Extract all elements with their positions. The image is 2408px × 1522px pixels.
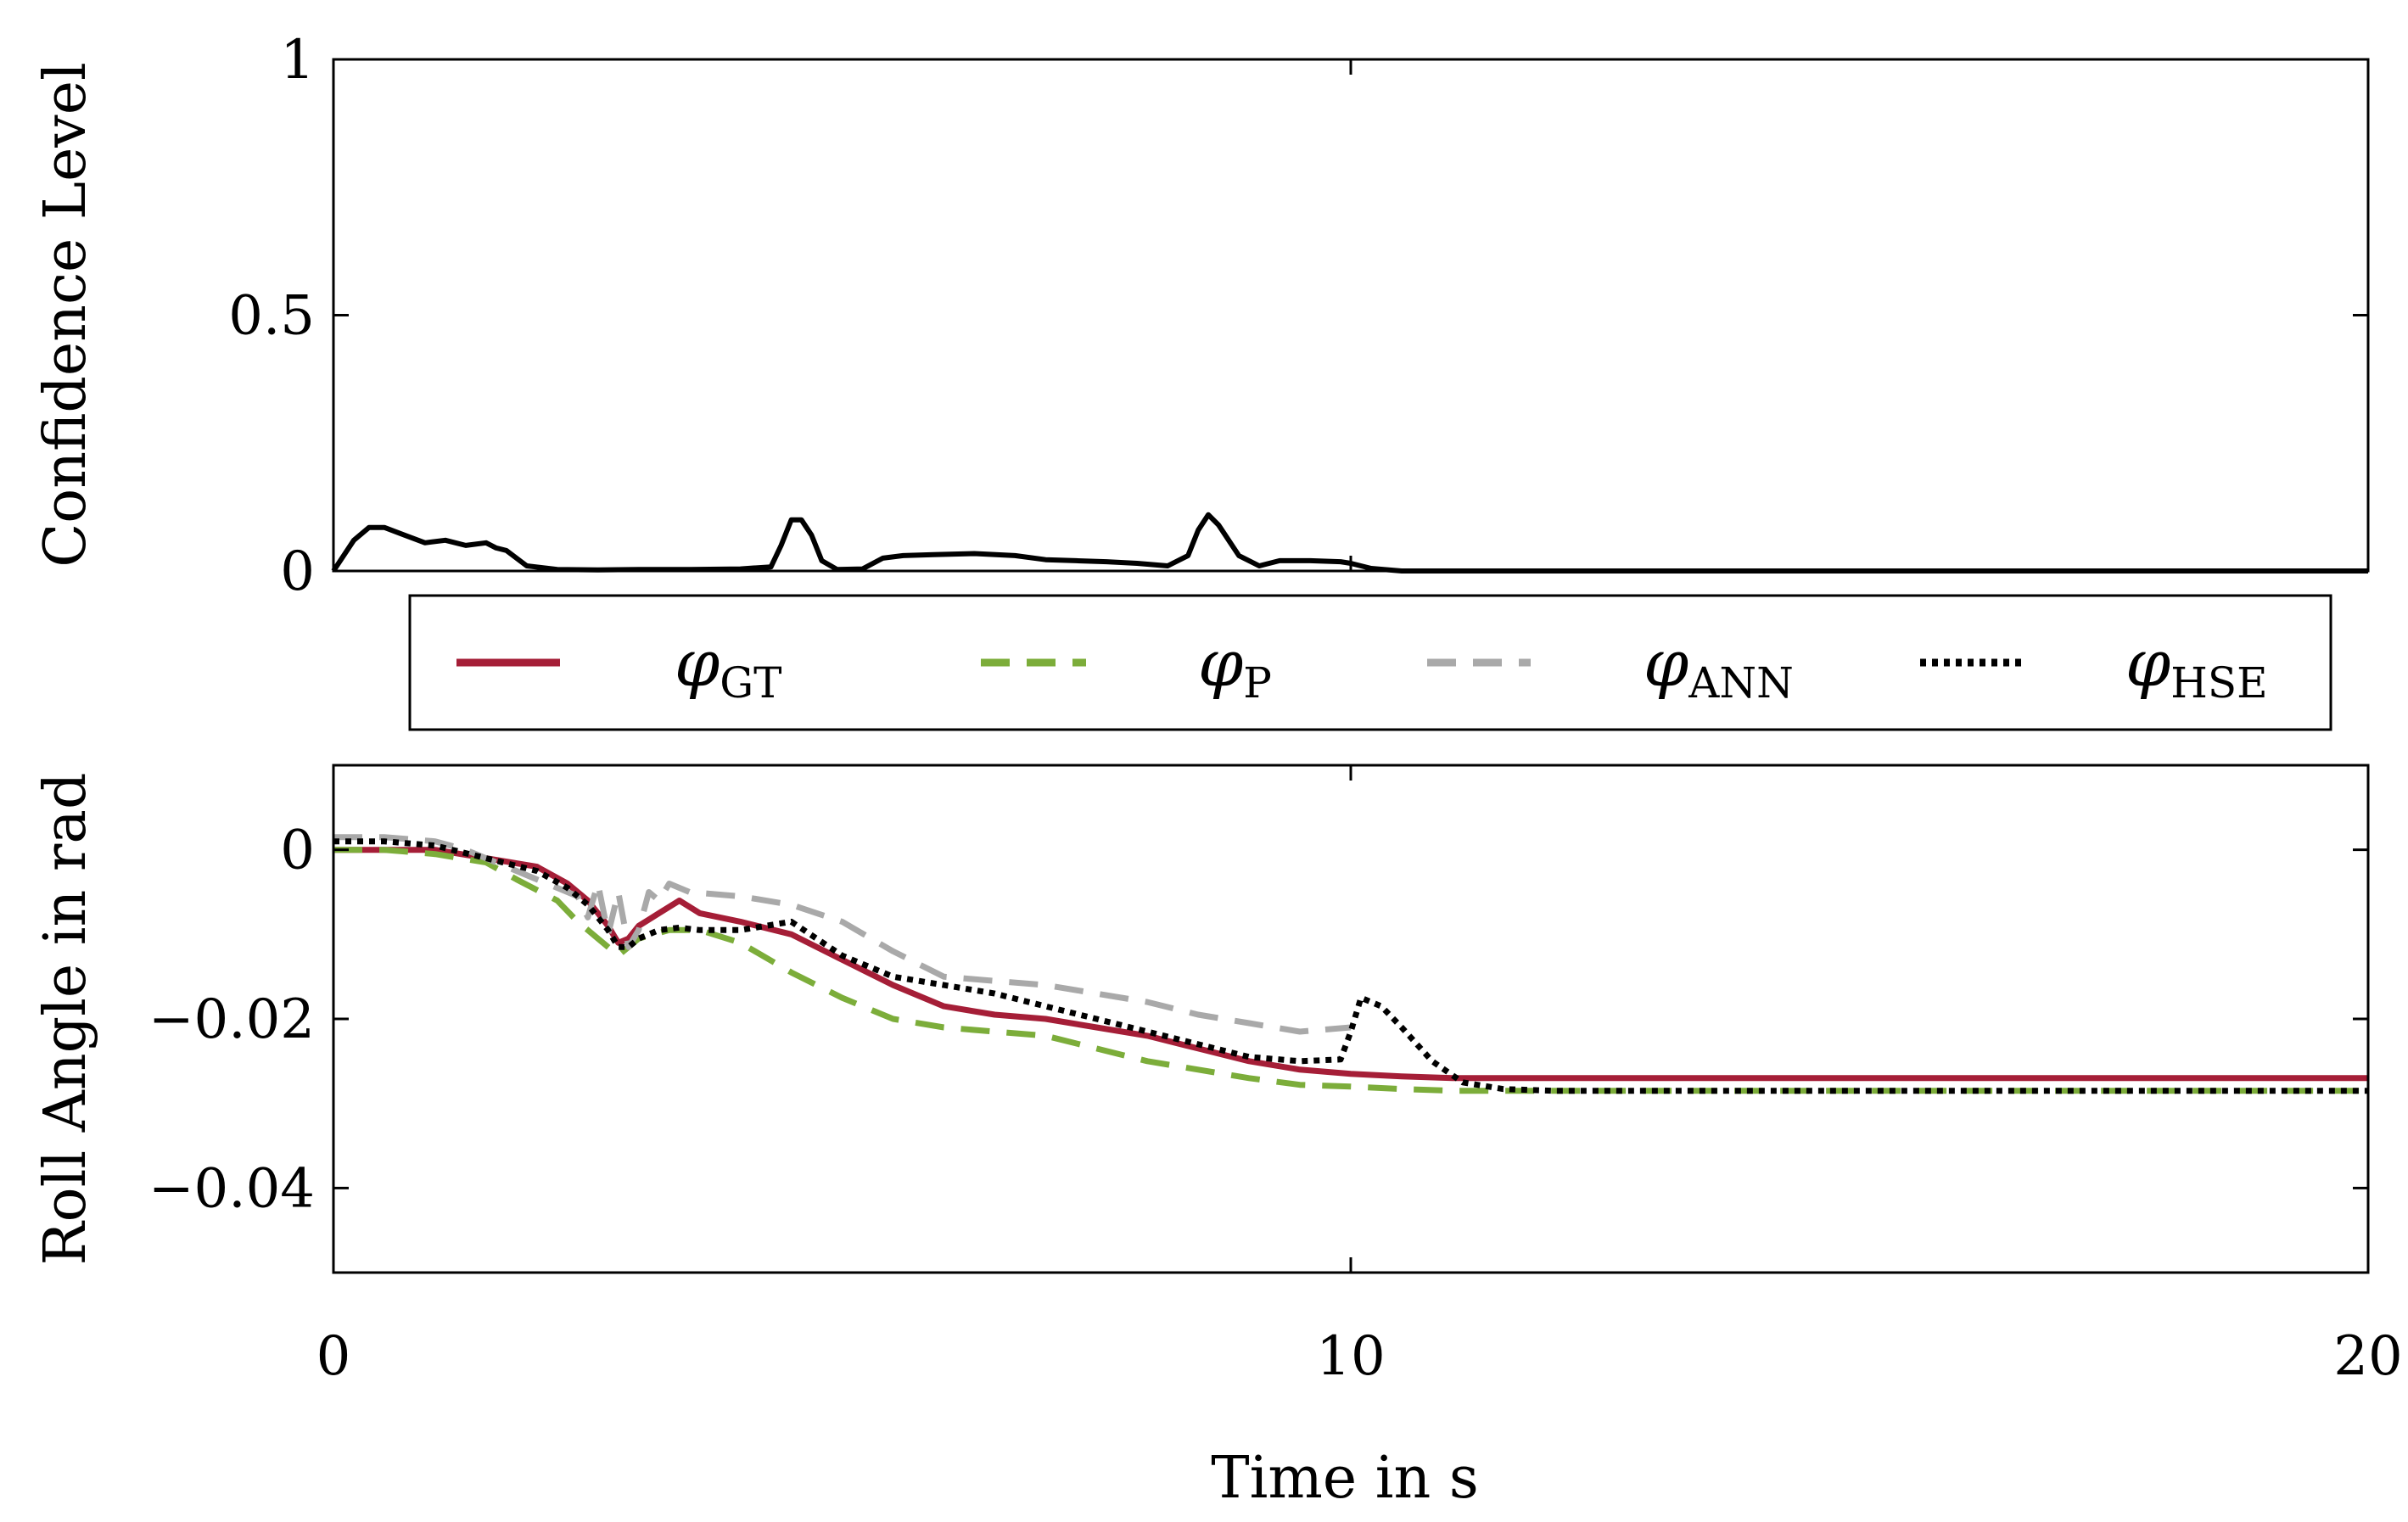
confidence-plot-frame [332, 58, 2370, 573]
legend-label-gt: φGT [675, 625, 782, 708]
roll-ytick-label: −0.02 [148, 988, 315, 1051]
confidence-plot: 0 0.5 1 Confidence Level [32, 29, 2370, 603]
roll-series-ann [333, 834, 1352, 1035]
legend-label-ann: φANN [1644, 625, 1794, 708]
roll-angle-plot-frame [332, 764, 2370, 1274]
roll-series-p [333, 847, 2368, 1094]
x-axis-label: Time in s [1211, 1445, 1479, 1512]
legend-label-p: φP [1198, 625, 1272, 708]
confidence-series-confidence [331, 512, 2368, 574]
confidence-ytick-label: 1 [280, 29, 315, 92]
legend-box [408, 594, 2332, 731]
roll-angle-plot: −0.04 −0.02 0 Roll Angle in rad [32, 764, 2370, 1274]
roll-ytick-label: −0.04 [148, 1157, 315, 1220]
x-tick-label: 10 [1316, 1325, 1385, 1388]
roll-series-hse [333, 838, 2368, 1094]
roll-angle-ylabel: Roll Angle in rad [32, 772, 99, 1265]
roll-ytick-label: 0 [280, 820, 315, 882]
roll-series-gt [333, 847, 2368, 1082]
confidence-ytick-label: 0.5 [228, 285, 315, 348]
confidence-ytick-label: 0 [280, 540, 315, 603]
x-tick-label: 20 [2333, 1325, 2402, 1388]
x-tick-label: 0 [316, 1325, 351, 1388]
confidence-ylabel: Confidence Level [32, 62, 99, 567]
legend-label-hse: φHSE [2125, 625, 2268, 708]
legend: φGT φP φANN φHSE [408, 594, 2332, 731]
